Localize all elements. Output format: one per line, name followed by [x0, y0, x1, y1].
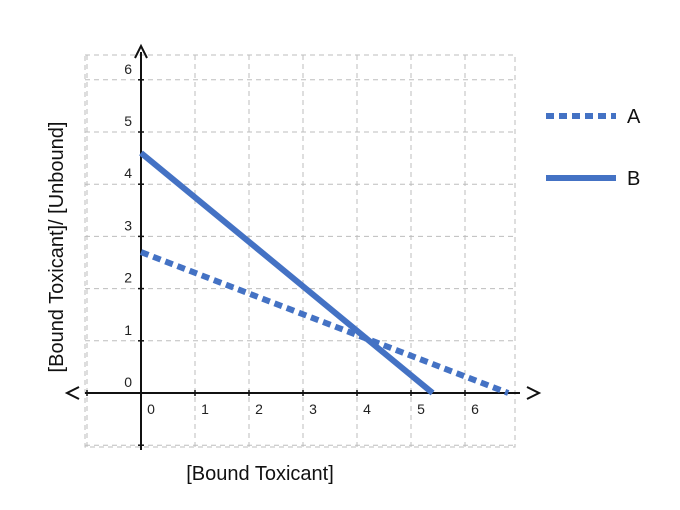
y-axis-title: [Bound Toxicant]/ [Unbound] — [46, 122, 68, 373]
y-tick-label: 0 — [124, 374, 132, 390]
tick-labels: 0 1 2 3 4 5 6 0 1 2 3 4 5 6 — [124, 61, 479, 417]
y-tick-label: 4 — [124, 165, 132, 181]
series-line-a — [139, 249, 510, 396]
legend-label-a: A — [627, 106, 641, 128]
grid — [84, 54, 516, 448]
legend: AB — [546, 106, 641, 190]
y-tick-label: 6 — [124, 61, 132, 77]
x-tick-label: 4 — [363, 401, 371, 417]
x-tick-label: 2 — [255, 401, 263, 417]
x-tick-label: 1 — [201, 401, 209, 417]
x-tick-label: 6 — [471, 401, 479, 417]
x-axis-arrow — [526, 386, 542, 400]
y-tick-label: 1 — [124, 322, 132, 338]
series-lines — [139, 150, 510, 396]
x-axis-arrow-left — [64, 386, 80, 400]
y-tick-label: 2 — [124, 270, 132, 286]
x-tick-label: 0 — [147, 401, 155, 417]
x-tick-label: 3 — [309, 401, 317, 417]
x-tick-label: 5 — [417, 401, 425, 417]
y-axis-arrow — [134, 43, 148, 59]
legend-label-b: B — [627, 168, 640, 190]
plot-frame — [84, 54, 516, 448]
y-tick-label: 5 — [124, 113, 132, 129]
y-tick-label: 3 — [124, 217, 132, 233]
x-axis-title: [Bound Toxicant] — [186, 463, 334, 485]
series-line-b — [139, 150, 435, 396]
axes — [64, 43, 542, 450]
